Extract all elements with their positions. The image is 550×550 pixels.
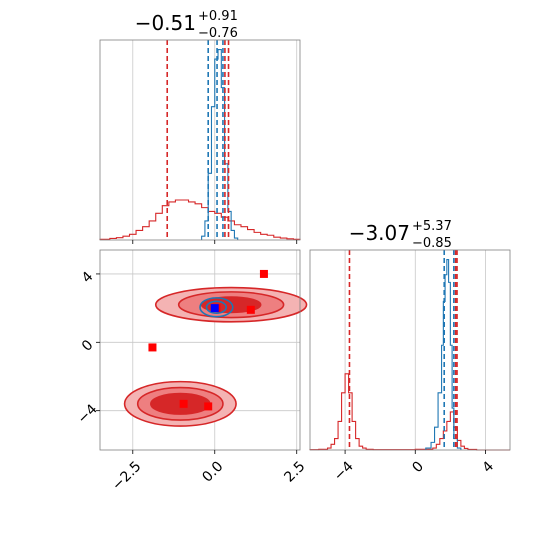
ticks-hist-param2: −4 0 4 [331,450,497,484]
y-tick-label: 0 [79,337,97,355]
marker-point [210,304,219,313]
x-tick-label: 0.0 [199,458,226,485]
grid-hist-param2 [344,250,486,450]
panel-hist-param1: −0.51 +0.91 −0.76 [99,9,301,244]
quantile-lines-param2 [348,250,458,450]
hist-series-1 [425,258,462,450]
contour-level [199,297,234,318]
x-tick-label: −2.5 [109,458,144,493]
hist-param1-title-upper: +0.91 [198,9,238,24]
panel-2d: −2.5 0.0 2.5 −4 0 4 [75,249,308,494]
quantile-lines-param1 [166,40,230,240]
series-hist-param2 [309,258,510,451]
hist-series-1 [201,48,239,240]
x-tick-label: 0 [409,458,427,476]
hist-param1-title-lower: −0.76 [198,26,238,41]
marker-point [259,269,268,278]
panel-hist-param2: −4 0 4 −3.07 +5.37 −0.85 [309,219,511,484]
hist-param1-title-value: −0.51 [135,11,196,35]
hist-param2-title-lower: −0.85 [412,236,452,251]
x-tick-label: −4 [331,458,357,484]
marker-point [204,402,213,411]
contours-2d [123,286,308,427]
markers-2d [148,269,268,411]
hist-param2-frame [309,249,511,451]
hist-series-0 [99,199,301,240]
hist-param2-title-value: −3.07 [349,221,410,245]
hist-series-0 [309,373,510,451]
panel-2d-frame [99,249,301,451]
contour-level [205,300,228,315]
marker-point [148,343,157,352]
ticks-hist-param1 [132,240,298,244]
x-tick-label: 2.5 [281,458,308,485]
x-tick-label: 4 [480,458,498,476]
hist-param2-title-upper: +5.37 [412,219,452,234]
y-tick-label: 4 [79,269,97,287]
y-tick-label: −4 [75,401,101,427]
marker-point [179,399,188,408]
marker-point [246,305,255,314]
series-hist-param1 [99,48,301,240]
hist-param1-frame [99,39,301,241]
